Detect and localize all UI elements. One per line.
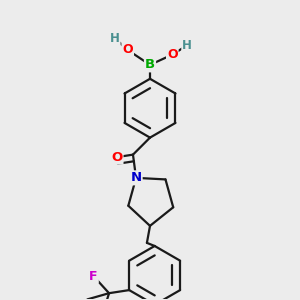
- Text: O: O: [167, 48, 178, 61]
- Text: H: H: [110, 32, 120, 45]
- Text: F: F: [89, 270, 98, 283]
- Text: H: H: [182, 39, 192, 52]
- Text: O: O: [111, 151, 122, 164]
- Text: O: O: [122, 44, 133, 56]
- Text: B: B: [145, 58, 155, 71]
- Text: F: F: [0, 299, 1, 300]
- Text: N: N: [130, 171, 142, 184]
- Text: F: F: [0, 299, 1, 300]
